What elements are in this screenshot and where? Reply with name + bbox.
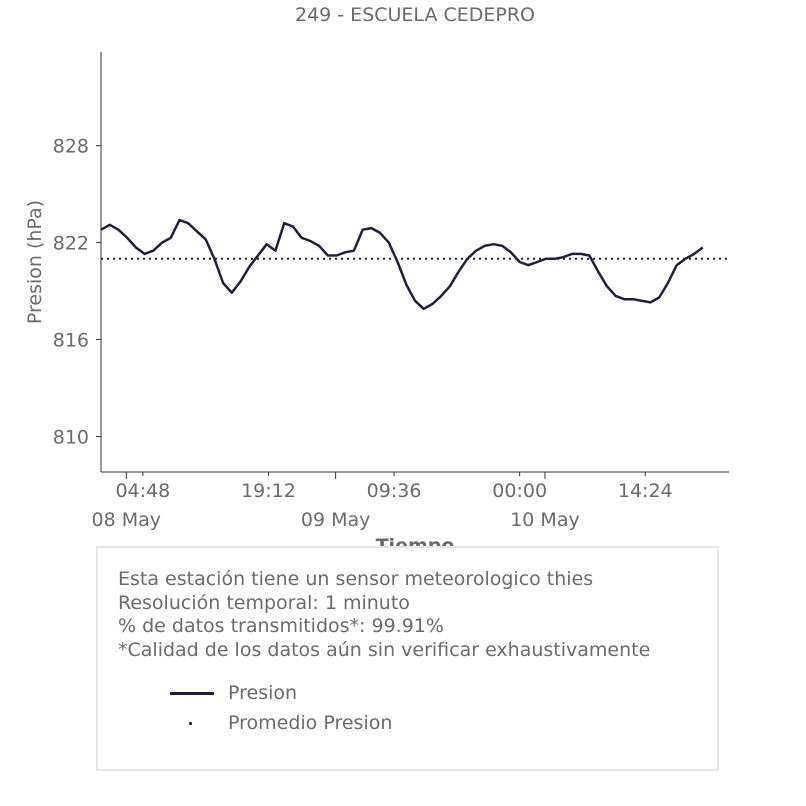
x-time-tick-label: 04:48 [115, 480, 170, 502]
info-line-transmitted: % de datos transmitidos*: 99.91% [118, 615, 444, 637]
pressure-chart: 249 - ESCUELA CEDEPRO 810 816 822 828 04:48 1… [24, 4, 729, 557]
solid-line-swatch [168, 683, 214, 703]
info-box: Esta estación tiene un sensor meteorolog… [96, 546, 719, 771]
pressure-series-line [100, 218, 704, 311]
chart-title: 249 - ESCUELA CEDEPRO [295, 4, 535, 26]
y-axis-label: Presion (hPa) [24, 200, 46, 324]
info-line-resolution: Resolución temporal: 1 minuto [118, 591, 410, 614]
legend-item-presion: Presion [168, 678, 392, 708]
legend-item-promedio: Promedio Presion [168, 708, 392, 738]
dotted-line-swatch [168, 713, 214, 733]
legend: Presion Promedio Presion [168, 678, 392, 738]
x-time-tick-label: 19:12 [241, 480, 296, 502]
y-tick-label: 816 [53, 330, 89, 352]
plot-area [100, 218, 729, 311]
y-tick-label: 810 [53, 426, 89, 448]
legend-label: Presion [228, 682, 298, 704]
x-time-tick-label: 14:24 [618, 480, 673, 502]
info-line-sensor: Esta estación tiene un sensor meteorolog… [118, 568, 594, 590]
x-time-tick-label: 09:36 [367, 480, 422, 502]
y-tick-label: 828 [53, 136, 89, 158]
y-tick-label: 822 [53, 233, 89, 255]
legend-label: Promedio Presion [228, 712, 393, 734]
x-time-tick-label: 00:00 [492, 480, 547, 502]
axes: 810 816 822 828 04:48 19:12 09:36 00:00 14:24 08 … [53, 52, 729, 531]
x-date-tick-label: 10 May [510, 509, 580, 531]
info-line-quality-note: *Calidad de los datos aún sin verificar … [118, 638, 651, 661]
x-date-tick-label: 09 May [301, 509, 371, 531]
x-date-tick-label: 08 May [92, 509, 162, 531]
station-info: Esta estación tiene un sensor meteorolog… [118, 568, 650, 662]
